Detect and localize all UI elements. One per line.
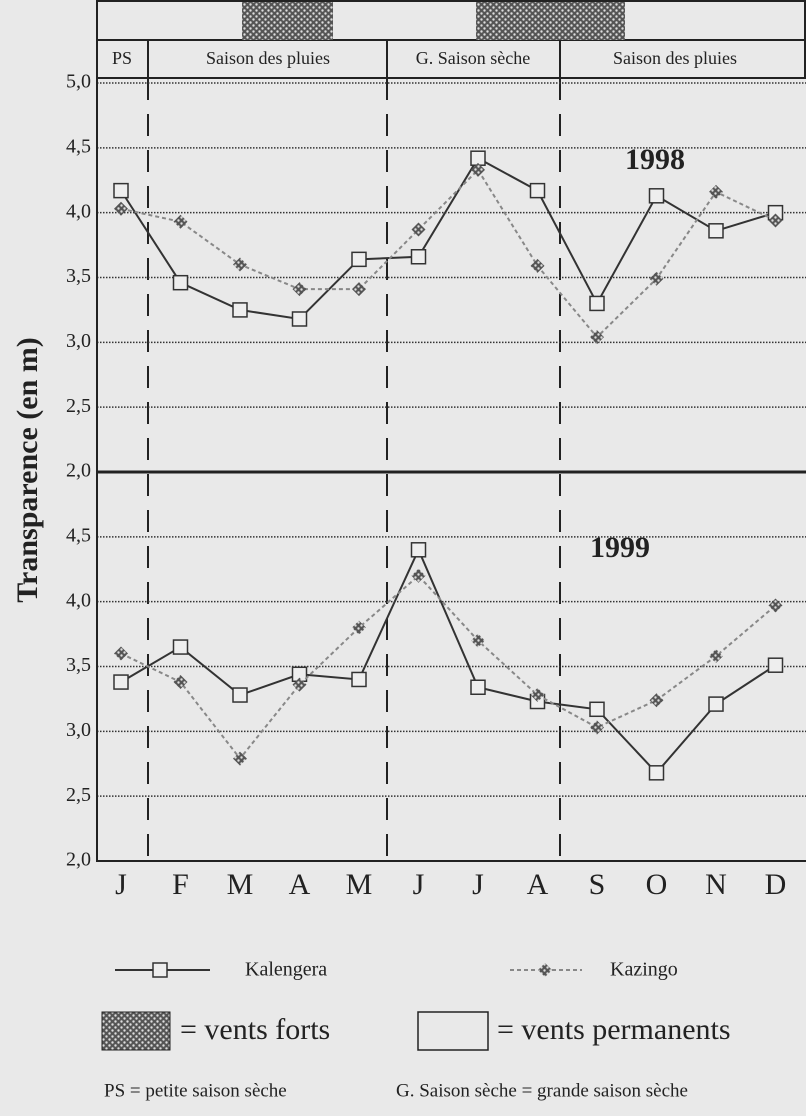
season-label: PS xyxy=(112,48,132,68)
x-tick-label: J xyxy=(115,868,127,901)
marker xyxy=(172,639,189,655)
x-tick-label: J xyxy=(413,868,425,901)
marker xyxy=(648,188,665,204)
legend-marker xyxy=(152,962,168,978)
marker xyxy=(709,184,723,199)
x-tick-label: M xyxy=(227,868,254,901)
x-tick-label: D xyxy=(765,868,787,901)
legend-swatch xyxy=(101,1011,171,1051)
season-dividers xyxy=(147,40,561,861)
marker xyxy=(352,620,366,635)
legend-marker xyxy=(538,963,552,977)
marker xyxy=(708,223,724,239)
series-line xyxy=(120,168,776,339)
x-tick-label: F xyxy=(172,868,189,901)
marker xyxy=(530,688,545,703)
marker xyxy=(172,274,189,291)
marker xyxy=(708,696,724,712)
y-tick-label: 4,0 xyxy=(66,589,91,611)
y-tick-label: 3,5 xyxy=(66,265,91,287)
x-tick-label: S xyxy=(589,868,606,901)
season-label: Saison des pluies xyxy=(206,48,330,68)
marker xyxy=(589,295,605,312)
marker xyxy=(529,182,546,199)
y-axis-label: Transparence (en m) xyxy=(11,337,44,603)
series-line xyxy=(120,547,777,775)
marker xyxy=(410,249,427,265)
marker xyxy=(768,213,783,228)
x-tick-label: J xyxy=(472,868,484,901)
y-tick-label: 3,0 xyxy=(66,719,91,741)
marker xyxy=(233,751,247,766)
marker xyxy=(709,649,723,664)
y-tick-label: 2,5 xyxy=(66,395,91,417)
marker xyxy=(233,257,247,272)
y-tick-label: 2,0 xyxy=(66,460,91,482)
marker xyxy=(471,162,485,177)
marker xyxy=(590,330,604,345)
marker xyxy=(173,214,188,229)
x-tick-label: A xyxy=(289,868,311,901)
y-tick-label: 2,0 xyxy=(66,849,91,871)
y-tick-label: 4,5 xyxy=(66,524,91,546)
legend-label: = vents forts xyxy=(180,1013,330,1046)
marker xyxy=(649,271,664,286)
y-tick-label: 4,5 xyxy=(66,135,91,157)
season-label: Saison des pluies xyxy=(613,48,737,68)
panel-year: 1999 xyxy=(590,531,650,564)
y-tick-label: 2,5 xyxy=(66,784,91,806)
marker xyxy=(292,282,307,297)
marker xyxy=(530,258,545,273)
marker xyxy=(113,674,129,690)
marker xyxy=(291,311,308,327)
marker xyxy=(470,679,486,695)
marker xyxy=(292,677,307,692)
legend-label: Kalengera xyxy=(245,959,327,981)
y-tick-label: 4,0 xyxy=(66,200,91,222)
y-tick-label: 3,5 xyxy=(66,654,91,676)
season-label: G. Saison sèche xyxy=(416,48,530,68)
marker xyxy=(173,675,188,690)
marker xyxy=(411,568,426,583)
marker xyxy=(113,182,129,199)
strong-wind-period xyxy=(476,2,625,40)
series-line xyxy=(120,574,777,761)
marker xyxy=(351,671,367,688)
y-tick-label: 3,0 xyxy=(66,330,91,352)
x-tick-label: M xyxy=(346,868,373,901)
marker xyxy=(232,687,248,703)
x-tick-label: O xyxy=(646,868,668,901)
marker xyxy=(114,646,128,661)
x-tick-label: N xyxy=(705,868,727,901)
marker xyxy=(351,251,367,268)
marker xyxy=(590,720,604,735)
legend-label: Kazingo xyxy=(610,959,678,981)
marker xyxy=(411,222,426,237)
marker xyxy=(114,201,128,216)
x-tick-label: A xyxy=(527,868,549,901)
footnote: G. Saison sèche = grande saison sèche xyxy=(396,1080,688,1101)
marker xyxy=(767,657,784,673)
footnote: PS = petite saison sèche xyxy=(104,1080,287,1101)
marker xyxy=(648,765,665,781)
legend-label: = vents permanents xyxy=(497,1013,731,1046)
strong-wind-period xyxy=(242,2,333,40)
y-tick-label: 5,0 xyxy=(66,71,91,93)
marker xyxy=(232,302,248,318)
marker xyxy=(649,693,664,708)
series-line xyxy=(120,156,776,321)
marker xyxy=(410,542,427,558)
marker xyxy=(589,701,605,718)
marker xyxy=(352,282,366,297)
marker xyxy=(768,598,783,613)
marker xyxy=(471,633,485,648)
legend-swatch xyxy=(417,1011,489,1051)
